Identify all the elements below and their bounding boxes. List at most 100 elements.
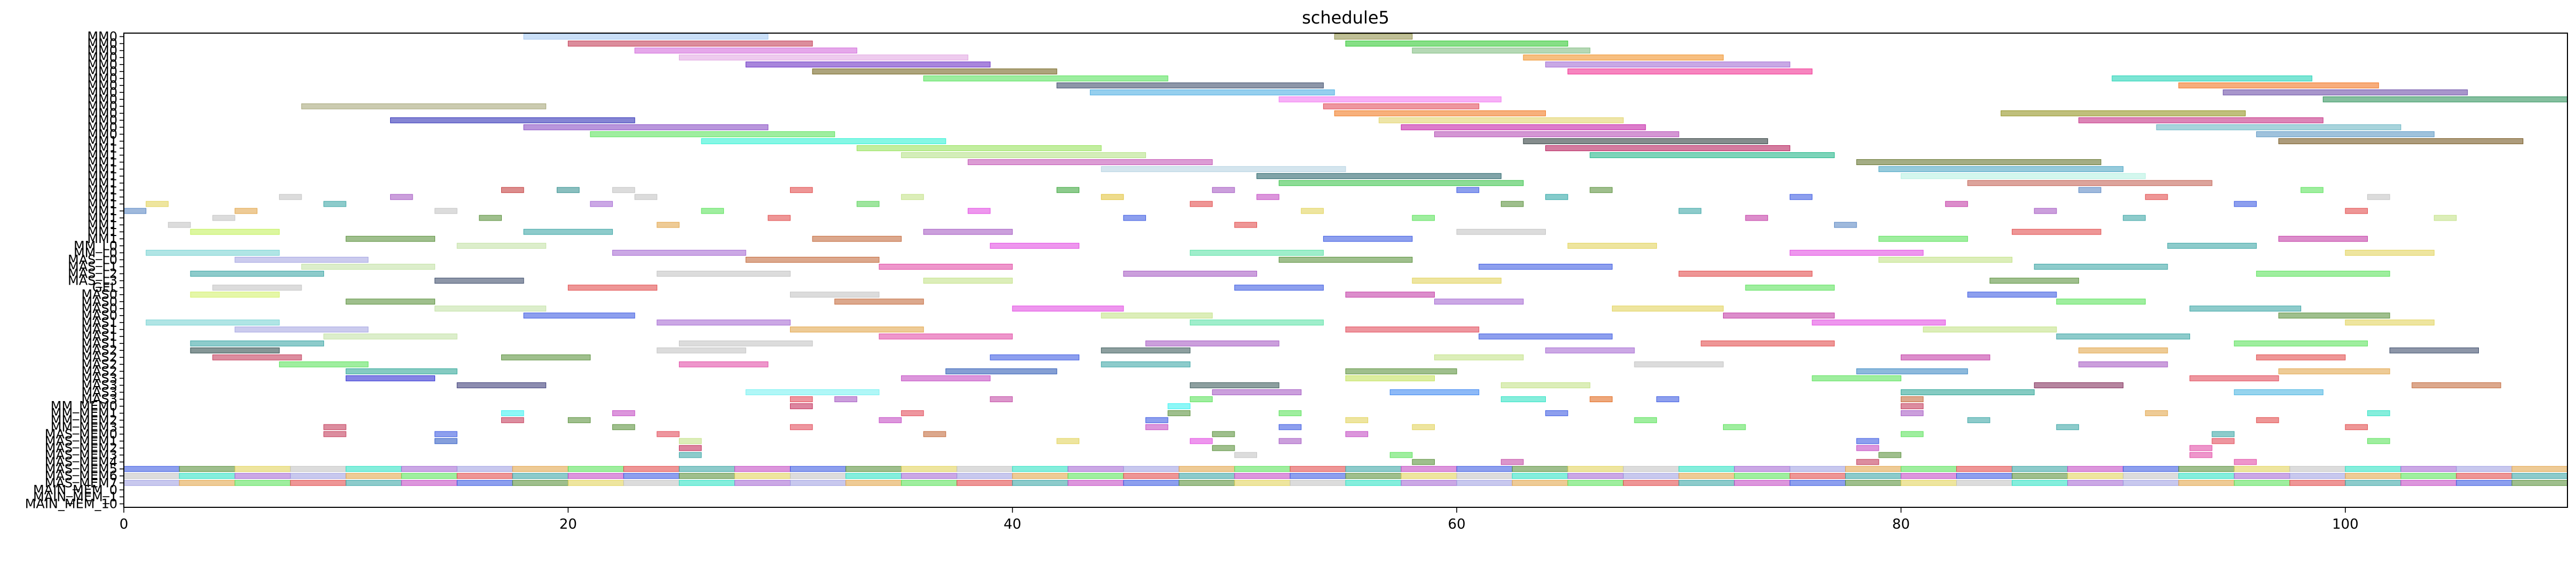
task-bar xyxy=(923,75,1168,82)
task-bar xyxy=(1656,396,1679,403)
task-bar xyxy=(345,466,402,472)
task-bar xyxy=(345,375,436,381)
task-bar xyxy=(1068,466,1124,472)
task-bar xyxy=(190,292,280,298)
task-bar xyxy=(2234,459,2257,465)
task-bar xyxy=(1389,389,1480,395)
task-bar xyxy=(2056,333,2190,340)
task-bar xyxy=(1878,236,1968,242)
task-bar xyxy=(1723,312,1835,319)
task-bar xyxy=(2223,89,2468,96)
task-bar xyxy=(2211,438,2235,444)
task-bar xyxy=(2001,110,2246,116)
task-bar xyxy=(1590,152,1835,158)
task-bar xyxy=(2400,473,2457,479)
task-bar xyxy=(1967,180,2212,186)
task-bar xyxy=(1190,438,1213,444)
task-bar xyxy=(957,480,1013,486)
y-tick-label: MAS3 xyxy=(81,378,117,393)
task-bar xyxy=(2123,215,2146,221)
task-bar xyxy=(1479,264,1613,270)
task-bar xyxy=(501,417,524,423)
task-bar xyxy=(456,242,547,249)
task-bar xyxy=(1323,103,1480,109)
task-bar xyxy=(456,466,513,472)
task-bar xyxy=(2511,473,2568,479)
task-bar xyxy=(1334,34,1413,40)
task-bar xyxy=(2123,480,2179,486)
task-bar xyxy=(1900,354,1990,360)
task-bar xyxy=(401,480,457,486)
task-bar xyxy=(1878,166,2124,172)
y-tick-label: MAS_MEM2 xyxy=(45,441,117,456)
task-bar xyxy=(1623,466,1679,472)
task-bar xyxy=(923,431,946,437)
task-bar xyxy=(168,222,191,228)
task-bar xyxy=(1456,229,1546,235)
task-bar xyxy=(657,222,679,228)
task-bar xyxy=(734,480,791,486)
task-bar xyxy=(901,194,924,200)
task-bar xyxy=(1989,278,2079,284)
task-bar xyxy=(923,229,1013,235)
x-tick-label: 60 xyxy=(1448,516,1466,532)
y-tick-label: MAS1 xyxy=(81,315,117,330)
y-tick-label: MAS_MEM7 xyxy=(45,475,117,490)
task-bar xyxy=(2034,382,2124,388)
task-bar xyxy=(1257,194,1279,200)
y-tick-label: MM1 xyxy=(87,169,117,184)
task-bar xyxy=(345,368,457,374)
task-bar xyxy=(2389,347,2479,354)
y-tick-label: MM0 xyxy=(87,57,117,72)
task-bar xyxy=(612,410,635,417)
task-bar xyxy=(1567,242,1657,249)
task-bar xyxy=(745,256,880,263)
task-bar xyxy=(1512,480,1568,486)
task-bar xyxy=(590,131,835,137)
task-bar xyxy=(2034,208,2057,214)
task-bar xyxy=(1545,410,1568,417)
task-bar xyxy=(612,249,746,256)
task-bar xyxy=(323,333,457,340)
task-bar xyxy=(1734,480,1790,486)
task-bar xyxy=(1623,480,1679,486)
y-tick-label: MM0 xyxy=(87,120,117,135)
task-bar xyxy=(1812,319,1946,326)
task-bar xyxy=(1456,466,1513,472)
task-bar xyxy=(1334,110,1546,116)
task-bar xyxy=(1434,299,1524,305)
task-bar xyxy=(2178,473,2235,479)
task-bar xyxy=(1123,473,1180,479)
y-tick-label: MAS2 xyxy=(81,350,117,365)
task-bar xyxy=(967,159,1213,166)
task-bar xyxy=(2234,389,2324,395)
task-bar xyxy=(1434,354,1524,360)
task-bar xyxy=(2078,187,2101,193)
task-bar xyxy=(2078,117,2324,123)
task-bar xyxy=(1278,180,1524,186)
task-bar xyxy=(1567,480,1624,486)
task-bar xyxy=(990,396,1013,403)
task-bar xyxy=(1567,466,1624,472)
task-bar xyxy=(1234,452,1258,458)
task-bar xyxy=(1945,201,1968,207)
y-tick-label: MAS1 xyxy=(81,329,117,344)
task-bar xyxy=(2256,271,2390,277)
y-tick-label: MM1 xyxy=(87,231,117,246)
task-bar xyxy=(2301,187,2324,193)
y-tick-label: MAS_MEM4 xyxy=(45,454,117,469)
task-bar xyxy=(123,473,180,479)
task-bar xyxy=(1856,159,2101,166)
task-bar xyxy=(734,473,791,479)
task-bar xyxy=(1179,480,1235,486)
task-bar xyxy=(623,466,679,472)
task-bar xyxy=(2234,466,2290,472)
task-bar xyxy=(1678,473,1735,479)
task-bar xyxy=(990,354,1080,360)
y-tick-label: MAS0 xyxy=(81,308,117,323)
y-tick-label: MM1 xyxy=(87,210,117,225)
task-bar xyxy=(1290,466,1346,472)
task-bar xyxy=(1012,305,1124,312)
task-bar xyxy=(657,347,746,354)
task-bar xyxy=(434,438,457,444)
